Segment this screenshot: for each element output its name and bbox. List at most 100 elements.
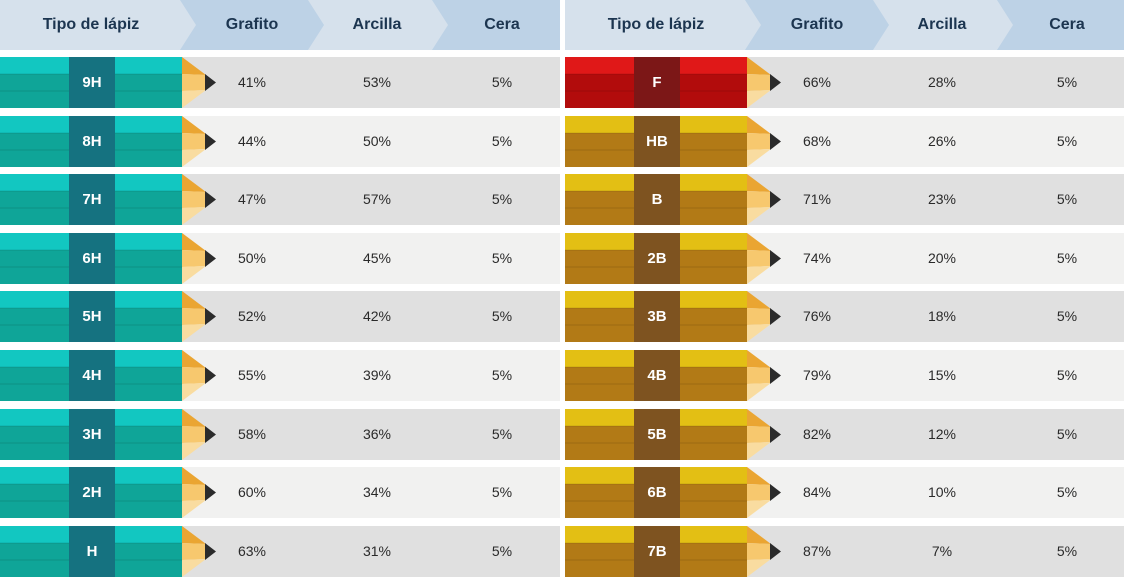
cell-value: 44% [237,133,267,149]
pencil-icon [0,350,216,401]
cell-value: 5% [491,74,513,90]
cell-value: 36% [362,426,392,442]
pencil-icon [0,57,216,108]
cell-value: 42% [362,308,392,324]
cell-value: 5% [491,367,513,383]
cell-value: 76% [802,308,832,324]
cell-value: 28% [927,74,957,90]
header-band [308,0,448,50]
cell-value: 5% [491,308,513,324]
table-row: 8H 44% 50% 5% [0,116,560,167]
cell-value: 5% [491,191,513,207]
pencil-grade-label: 2B [647,250,667,267]
table-row: 5H 52% 42% 5% [0,291,560,342]
table-row: 7B 87% 7% 5% [565,526,1124,577]
header-chevron-bands [0,0,560,50]
row-background [745,526,1124,577]
row-background [180,350,560,401]
pencil-grade-label: H [86,543,98,560]
table-row: 2B 74% 20% 5% [565,233,1124,284]
row-background [180,526,560,577]
pencil-icon [565,526,781,577]
pencil-icon [565,174,781,225]
column-header: Cera [484,16,520,33]
cell-value: 66% [802,74,832,90]
header-band [0,0,196,50]
pencil-grade-label: 8H [82,133,102,150]
pencil-icon [565,57,781,108]
cell-value: 55% [237,367,267,383]
pencil-icon [565,291,781,342]
table-row: 4H 55% 39% 5% [0,350,560,401]
row-background [180,57,560,108]
cell-value: 79% [802,367,832,383]
pencil-icon [565,116,781,167]
row-background [180,409,560,460]
row-background [745,116,1124,167]
pencil-grade-label: HB [646,133,668,150]
pencil-icon [0,467,216,518]
pencil-grade-label: 6H [82,250,102,267]
pencil-icon [0,526,216,577]
table-row: 9H 41% 53% 5% [0,57,560,108]
cell-value: 87% [802,543,832,559]
cell-value: 84% [802,484,832,500]
row-background [745,57,1124,108]
table-header: Tipo de lápiz Grafito Arcilla Cera [0,0,560,50]
pencil-grade-label: 3B [647,308,667,325]
cell-value: 5% [1056,367,1078,383]
cell-value: 12% [927,426,957,442]
table-row: HB 68% 26% 5% [565,116,1124,167]
table-row: 5B 82% 12% 5% [565,409,1124,460]
cell-value: 5% [1056,543,1078,559]
cell-value: 50% [237,250,267,266]
table-row: 6H 50% 45% 5% [0,233,560,284]
header-band [432,0,560,50]
cell-value: 26% [927,133,957,149]
pencil-grade-label: 6B [647,484,667,501]
pencil-icon [0,233,216,284]
row-background [180,291,560,342]
pencil-grade-label: 3H [82,426,102,443]
pencil-grade-label: 7H [82,191,102,208]
cell-value: 15% [927,367,957,383]
column-header: Cera [1049,16,1085,33]
pencil-icon [0,174,216,225]
cell-value: 52% [237,308,267,324]
header-band [997,0,1124,50]
pencil-grade-label: 2H [82,484,102,501]
cell-value: 82% [802,426,832,442]
column-header: Grafito [225,16,279,33]
cell-value: 71% [802,191,832,207]
pencil-grade-label: 4H [82,367,102,384]
cell-value: 5% [1056,74,1078,90]
header-band [565,0,761,50]
cell-value: 5% [491,426,513,442]
cell-value: 18% [927,308,957,324]
header-band [745,0,889,50]
pencil-grade-label: 5H [82,308,102,325]
cell-value: 39% [362,367,392,383]
table-row: 3H 58% 36% 5% [0,409,560,460]
pencil-icon [565,467,781,518]
table-row: 6B 84% 10% 5% [565,467,1124,518]
cell-value: 57% [362,191,392,207]
table-row: F 66% 28% 5% [565,57,1124,108]
cell-value: 5% [491,484,513,500]
table-header: Tipo de lápiz Grafito Arcilla Cera [565,0,1124,50]
cell-value: 5% [491,543,513,559]
cell-value: 7% [931,543,953,559]
cell-value: 10% [927,484,957,500]
column-header: Grafito [790,16,844,33]
table-row: 2H 60% 34% 5% [0,467,560,518]
column-header: Tipo de lápiz [607,16,705,33]
row-background [180,116,560,167]
pencil-grade-label: F [652,74,662,91]
cell-value: 45% [362,250,392,266]
right-table-panel: Tipo de lápiz Grafito Arcilla Cera F 66% 28% 5%… [565,0,1124,578]
left-table-panel: Tipo de lápiz Grafito Arcilla Cera 9H 41% 53% 5… [0,0,560,578]
cell-value: 23% [927,191,957,207]
row-background [745,233,1124,284]
cell-value: 50% [362,133,392,149]
cell-value: 5% [1056,250,1078,266]
